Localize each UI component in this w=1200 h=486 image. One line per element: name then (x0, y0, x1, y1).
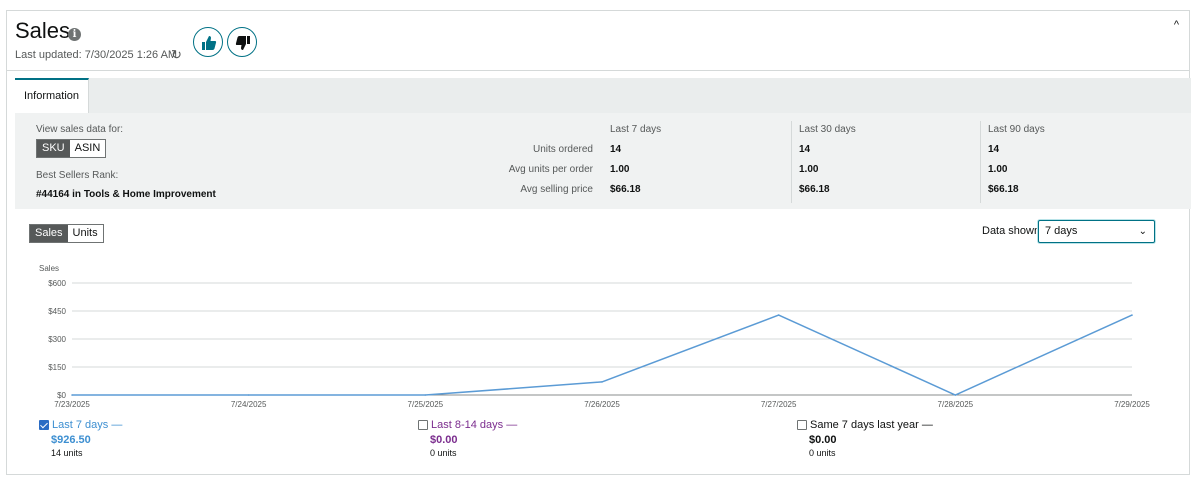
refresh-icon[interactable]: ↻ (171, 47, 182, 62)
legend-checkbox-last-7-days[interactable] (39, 420, 49, 430)
x-tick-label: 7/27/2025 (761, 400, 797, 409)
legend-amount-last-8-14-days: $0.00 (430, 434, 458, 446)
x-tick-label: 7/25/2025 (408, 400, 444, 409)
col-30-units-ordered: 14 (799, 144, 811, 155)
x-tick-label: 7/23/2025 (54, 400, 90, 409)
metric-label-units-ordered: Units ordered (532, 144, 593, 155)
col-header-90-days: Last 90 days (988, 124, 1045, 135)
metric-label-avg-price: Avg selling price (520, 184, 593, 195)
thumbs-up-button[interactable] (193, 27, 223, 57)
legend-checkbox-same-7-days-last-year[interactable] (797, 420, 807, 430)
y-axis-label: Sales (39, 264, 59, 273)
legend-swatch: — (111, 419, 123, 431)
header-divider (7, 70, 1189, 71)
tab-information[interactable]: Information (15, 78, 89, 113)
information-panel: View sales data for: SKU ASIN Best Selle… (15, 113, 1191, 209)
chevron-down-icon: ⌄ (1138, 226, 1147, 237)
sales-line-chart: Sales $0 $150 $300 $450 $600 7/23/2025 7/24/202… (39, 264, 1150, 409)
sku-asin-toggle: SKU ASIN (36, 139, 107, 158)
data-point (601, 381, 603, 383)
data-point (777, 314, 780, 316)
x-tick-label: 7/26/2025 (584, 400, 620, 409)
page-title: Sales (15, 18, 71, 43)
asin-option[interactable]: ASIN (69, 140, 106, 157)
legend-label-last-8-14-days: Last 8-14 days — (431, 419, 518, 431)
legend-units-same-7-days-last-year: 0 units (809, 448, 836, 458)
data-shown-select[interactable]: 7 days ⌄ (1038, 220, 1155, 243)
metric-label-avg-units: Avg units per order (508, 164, 593, 175)
y-tick-label: $300 (48, 335, 66, 344)
col-30-avg-price: $66.18 (799, 184, 830, 195)
data-shown-value: 7 days (1045, 225, 1078, 237)
data-point (954, 394, 957, 396)
legend-units-last-8-14-days: 0 units (430, 448, 457, 458)
last-updated-text: Last updated: 7/30/2025 1:26 AM (15, 49, 178, 61)
legend-units-last-7-days: 14 units (51, 448, 83, 458)
col-90-units-ordered: 14 (988, 144, 1000, 155)
legend-label-last-7-days: Last 7 days — (52, 419, 123, 431)
x-tick-label: 7/24/2025 (231, 400, 267, 409)
bsr-label: Best Sellers Rank: (36, 170, 119, 181)
series-line-last-7-days (72, 314, 1133, 396)
x-tick-label: 7/29/2025 (1114, 400, 1150, 409)
col-7-avg-price: $66.18 (610, 184, 641, 195)
legend-swatch: — (921, 419, 933, 431)
col-90-avg-units: 1.00 (988, 164, 1008, 175)
sku-option[interactable]: SKU (37, 140, 70, 157)
legend-checkbox-last-8-14-days[interactable] (418, 420, 428, 430)
collapse-icon[interactable]: ^ (1173, 19, 1179, 31)
y-tick-label: $450 (48, 307, 66, 316)
y-tick-label: $0 (57, 391, 66, 400)
column-divider (791, 121, 792, 203)
thumbs-down-button[interactable] (227, 27, 257, 57)
data-point (247, 394, 250, 396)
col-90-avg-price: $66.18 (988, 184, 1019, 195)
col-7-avg-units: 1.00 (610, 164, 630, 175)
col-7-units-ordered: 14 (610, 144, 622, 155)
col-header-30-days: Last 30 days (799, 124, 856, 135)
sales-option[interactable]: Sales (30, 225, 68, 242)
legend-swatch: — (506, 419, 518, 431)
legend-amount-last-7-days: $926.50 (51, 434, 91, 446)
units-option[interactable]: Units (67, 225, 103, 242)
data-shown-label: Data shown (982, 225, 1041, 237)
data-point (424, 394, 427, 396)
y-tick-label: $150 (48, 363, 66, 372)
legend-label-same-7-days-last-year: Same 7 days last year — (810, 419, 933, 431)
data-point (71, 394, 73, 396)
tab-bar: Information (15, 78, 1191, 113)
x-tick-label: 7/28/2025 (938, 400, 974, 409)
thumbs-down-icon (235, 36, 250, 50)
bsr-value: #44164 in Tools & Home Improvement (36, 189, 216, 200)
sales-card: Sales i Last updated: 7/30/2025 1:26 AM … (6, 10, 1191, 475)
view-sales-label: View sales data for: (36, 124, 124, 135)
sales-units-toggle: Sales Units (29, 224, 104, 243)
column-divider (980, 121, 981, 203)
legend-amount-same-7-days-last-year: $0.00 (809, 434, 837, 446)
data-point (1131, 314, 1133, 316)
info-icon[interactable]: i (68, 28, 81, 41)
col-header-7-days: Last 7 days (610, 124, 662, 135)
thumbs-up-icon (202, 36, 217, 50)
col-30-avg-units: 1.00 (799, 164, 819, 175)
y-tick-label: $600 (48, 279, 66, 288)
